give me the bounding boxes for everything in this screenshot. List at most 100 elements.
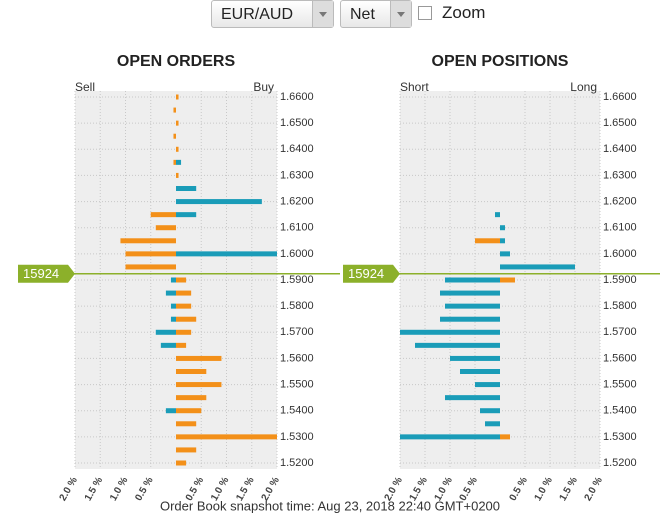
bar — [176, 329, 192, 335]
x-tick-label: 1.5 % — [83, 475, 105, 503]
bar — [176, 120, 179, 126]
bar — [176, 277, 187, 283]
y-tick-label: 1.6200 — [280, 195, 314, 207]
bar — [155, 329, 176, 335]
y-tick-label: 1.6000 — [603, 248, 637, 260]
y-tick-label: 1.5200 — [280, 457, 314, 469]
bar — [400, 434, 500, 440]
y-tick-label: 1.6500 — [280, 117, 314, 129]
bar — [176, 199, 262, 205]
bar — [176, 186, 197, 191]
y-tick-label: 1.5700 — [280, 326, 314, 338]
y-tick-label: 1.5800 — [280, 300, 314, 312]
bar — [440, 290, 500, 296]
zoom-checkbox[interactable] — [418, 6, 432, 20]
bar — [176, 434, 277, 440]
mode-select[interactable]: Net — [340, 0, 412, 28]
bar — [480, 408, 500, 414]
y-tick-label: 1.5700 — [603, 326, 637, 338]
bar — [176, 316, 197, 322]
bar — [176, 342, 187, 348]
bar — [400, 329, 500, 335]
y-tick-label: 1.6600 — [603, 91, 637, 103]
pair-value: EUR/AUD — [221, 6, 294, 23]
bar — [445, 395, 500, 401]
y-tick-label: 1.6000 — [280, 248, 314, 260]
bar — [120, 238, 176, 244]
y-tick-label: 1.6100 — [280, 222, 314, 234]
bar — [125, 264, 176, 270]
current-price-label: 15924 — [348, 266, 384, 281]
bar — [440, 316, 500, 322]
bar — [170, 303, 176, 309]
y-tick-label: 1.5500 — [603, 378, 637, 390]
bar — [450, 355, 500, 361]
y-tick-label: 1.5900 — [603, 274, 637, 286]
bar — [176, 421, 197, 427]
bar — [176, 395, 207, 401]
chart-title: OPEN ORDERS — [117, 53, 236, 70]
x-tick-label: 1.0 % — [533, 475, 555, 503]
y-tick-label: 1.5900 — [280, 274, 314, 286]
right-side-label: Long — [570, 80, 597, 94]
mode-value: Net — [350, 6, 375, 23]
x-tick-label: 0.5 % — [133, 475, 155, 503]
bar — [485, 421, 500, 427]
dropdown-arrow[interactable] — [312, 1, 333, 27]
bar — [176, 447, 197, 453]
bar — [500, 238, 505, 244]
y-tick-label: 1.6100 — [603, 222, 637, 234]
y-tick-label: 1.5400 — [603, 405, 637, 417]
bar — [415, 342, 500, 348]
bar — [165, 408, 176, 414]
y-tick-label: 1.5800 — [603, 300, 637, 312]
bar — [176, 172, 179, 178]
bar — [500, 225, 505, 231]
bar — [500, 264, 575, 270]
bar — [160, 342, 176, 348]
y-tick-label: 1.6300 — [280, 169, 314, 181]
y-tick-label: 1.5500 — [280, 378, 314, 390]
y-tick-label: 1.6200 — [603, 195, 637, 207]
bar — [500, 434, 510, 440]
y-tick-label: 1.5600 — [280, 352, 314, 364]
x-tick-label: 1.0 % — [108, 475, 130, 503]
bar — [176, 408, 202, 414]
bar — [125, 251, 176, 257]
x-tick-label: 2.0 % — [58, 475, 80, 503]
bar — [176, 355, 222, 361]
y-tick-label: 1.6300 — [603, 169, 637, 181]
x-tick-label: 2.0 % — [583, 475, 605, 503]
footer: Order Book snapshot time: Aug 23, 2018 2… — [160, 498, 500, 513]
bar — [170, 316, 176, 322]
bar — [165, 290, 176, 296]
x-tick-label: 1.5 % — [558, 475, 580, 503]
bar — [445, 303, 500, 309]
y-tick-label: 1.5600 — [603, 352, 637, 364]
y-tick-label: 1.5300 — [603, 431, 637, 443]
bar — [500, 251, 510, 257]
y-tick-label: 1.6500 — [603, 117, 637, 129]
bar — [173, 107, 176, 113]
bar — [176, 382, 222, 388]
left-side-label: Sell — [75, 80, 95, 94]
y-tick-label: 1.5400 — [280, 405, 314, 417]
bar — [176, 159, 182, 165]
pair-select[interactable]: EUR/AUD — [211, 0, 334, 28]
bar — [176, 94, 179, 100]
bar — [176, 251, 277, 257]
dropdown-arrow[interactable] — [390, 1, 411, 27]
y-tick-label: 1.6400 — [603, 143, 637, 155]
y-tick-label: 1.5200 — [603, 457, 637, 469]
chart-title: OPEN POSITIONS — [432, 53, 569, 70]
bar — [176, 212, 197, 218]
bar — [500, 277, 515, 283]
y-tick-label: 1.6400 — [280, 143, 314, 155]
current-price-marker — [343, 264, 400, 283]
bar — [475, 382, 500, 388]
left-side-label: Short — [400, 80, 429, 94]
zoom-label[interactable]: Zoom — [442, 3, 486, 22]
bar — [176, 460, 187, 466]
